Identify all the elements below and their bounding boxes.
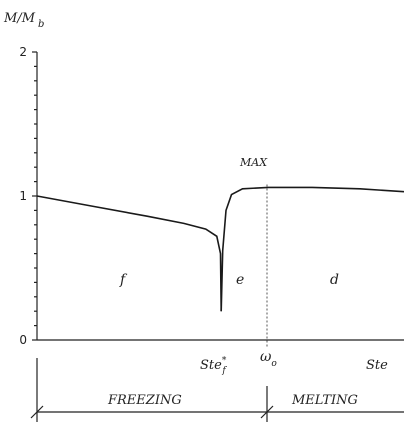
series-freezing-curve — [36, 195, 222, 312]
y-tick-label-2: 2 — [19, 45, 27, 59]
bottom-left-slash — [30, 405, 44, 419]
y-ticks: 0 1 2 — [19, 45, 37, 347]
region-label-e: e — [236, 272, 244, 288]
x-label-ste-f: Ste* f — [200, 356, 227, 376]
x-label-omega-o: ωo — [260, 349, 277, 369]
y-axis-title: M/M b — [3, 11, 44, 30]
y-tick-label-0: 0 — [19, 333, 27, 347]
annotation-max: MAX — [239, 156, 268, 169]
bottom-mid-slash — [260, 405, 274, 419]
x-label-ste: Ste — [366, 358, 388, 373]
region-label-f: f — [119, 272, 128, 288]
freezing-label: FREEZING — [107, 393, 182, 408]
series-melting-curve — [220, 186, 404, 312]
y-tick-label-1: 1 — [19, 189, 27, 203]
region-label-d: d — [330, 272, 339, 288]
melting-label: MELTING — [291, 393, 358, 408]
